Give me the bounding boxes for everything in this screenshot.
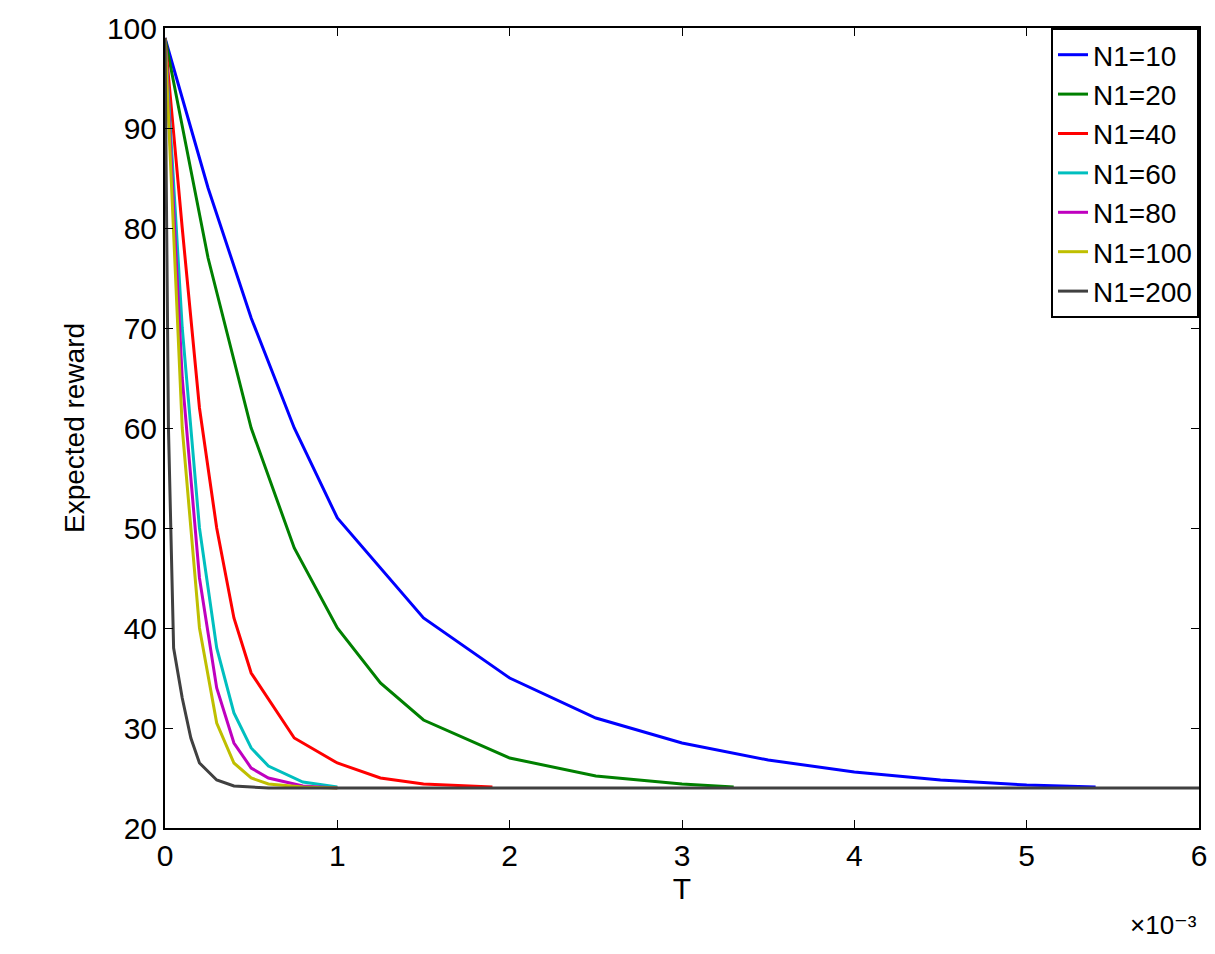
svg-text:100: 100 [107, 12, 157, 45]
svg-text:40: 40 [124, 612, 157, 645]
svg-text:N1=100: N1=100 [1093, 238, 1192, 269]
svg-text:90: 90 [124, 112, 157, 145]
svg-text:1: 1 [329, 839, 346, 872]
svg-text:30: 30 [124, 712, 157, 745]
svg-text:0: 0 [157, 839, 174, 872]
svg-text:×10⁻³: ×10⁻³ [1130, 910, 1197, 940]
svg-text:Expected reward: Expected reward [59, 323, 90, 533]
svg-text:6: 6 [1191, 839, 1208, 872]
svg-text:N1=20: N1=20 [1093, 80, 1176, 111]
svg-text:60: 60 [124, 412, 157, 445]
svg-text:N1=10: N1=10 [1093, 41, 1176, 72]
svg-text:T: T [673, 872, 691, 905]
svg-text:4: 4 [846, 839, 863, 872]
svg-text:2: 2 [501, 839, 518, 872]
svg-text:5: 5 [1018, 839, 1035, 872]
svg-text:N1=80: N1=80 [1093, 198, 1176, 229]
svg-text:3: 3 [674, 839, 691, 872]
svg-text:80: 80 [124, 212, 157, 245]
svg-text:70: 70 [124, 312, 157, 345]
svg-text:50: 50 [124, 512, 157, 545]
svg-text:N1=40: N1=40 [1093, 119, 1176, 150]
svg-text:20: 20 [124, 812, 157, 845]
svg-text:N1=200: N1=200 [1093, 277, 1192, 308]
svg-text:N1=60: N1=60 [1093, 159, 1176, 190]
